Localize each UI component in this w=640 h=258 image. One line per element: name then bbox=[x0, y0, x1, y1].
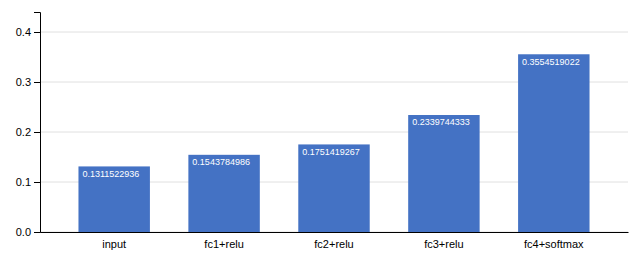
data-labels: 0.1311522936 0.1543784986 0.1751419267 0.23… bbox=[82, 57, 579, 179]
chart: 0.0 0.1 0.2 0.3 0.4 input fc1+relu fc2+relu fc3+… bbox=[0, 0, 640, 258]
y-tick-label: 0.1 bbox=[16, 176, 31, 188]
y-tick: 0.4 bbox=[16, 26, 40, 38]
y-tick-mark bbox=[34, 82, 40, 83]
y-tick-mark bbox=[34, 232, 40, 233]
y-tick-label: 0.3 bbox=[16, 76, 31, 88]
x-tick-label: fc4+softmax bbox=[524, 238, 584, 250]
x-tick-label: fc2+relu bbox=[314, 238, 353, 250]
bar bbox=[298, 144, 369, 232]
x-axis-line bbox=[41, 232, 629, 233]
bars bbox=[78, 54, 589, 232]
y-axis-line bbox=[34, 13, 41, 233]
y-tick-label: 0.0 bbox=[16, 226, 31, 238]
data-label: 0.1311522936 bbox=[82, 169, 139, 179]
x-tick: fc1+relu bbox=[204, 238, 243, 250]
y-tick: 0.2 bbox=[16, 126, 40, 138]
y-axis: 0.0 0.1 0.2 0.3 0.4 bbox=[16, 13, 41, 239]
y-tick: 0.3 bbox=[16, 76, 40, 88]
y-tick-mark bbox=[34, 132, 40, 133]
bar bbox=[188, 155, 259, 232]
x-tick-label: input bbox=[102, 238, 126, 250]
y-tick-label: 0.4 bbox=[16, 26, 31, 38]
data-label: 0.3554519022 bbox=[522, 57, 580, 67]
data-label: 0.1751419267 bbox=[302, 147, 360, 157]
x-tick-label: fc3+relu bbox=[424, 238, 463, 250]
grid-line bbox=[40, 32, 628, 33]
y-tick-mark bbox=[34, 32, 40, 33]
y-tick: 0.0 bbox=[16, 226, 40, 238]
bar bbox=[518, 54, 589, 232]
x-tick: fc4+softmax bbox=[524, 238, 584, 250]
y-tick-mark bbox=[34, 182, 40, 183]
grid bbox=[40, 32, 628, 232]
x-tick: fc3+relu bbox=[424, 238, 463, 250]
data-label: 0.2339744333 bbox=[412, 117, 470, 127]
y-tick: 0.1 bbox=[16, 176, 40, 188]
x-axis: input fc1+relu fc2+relu fc3+relu fc4+softmax bbox=[41, 233, 629, 250]
x-tick: input bbox=[102, 238, 126, 250]
bar bbox=[408, 115, 479, 232]
bar bbox=[78, 166, 149, 232]
data-label: 0.1543784986 bbox=[192, 157, 250, 167]
x-tick-label: fc1+relu bbox=[204, 238, 243, 250]
y-tick-label: 0.2 bbox=[16, 126, 31, 138]
x-tick: fc2+relu bbox=[314, 238, 353, 250]
plot: 0.0 0.1 0.2 0.3 0.4 input fc1+relu fc2+relu fc3+… bbox=[16, 13, 629, 250]
